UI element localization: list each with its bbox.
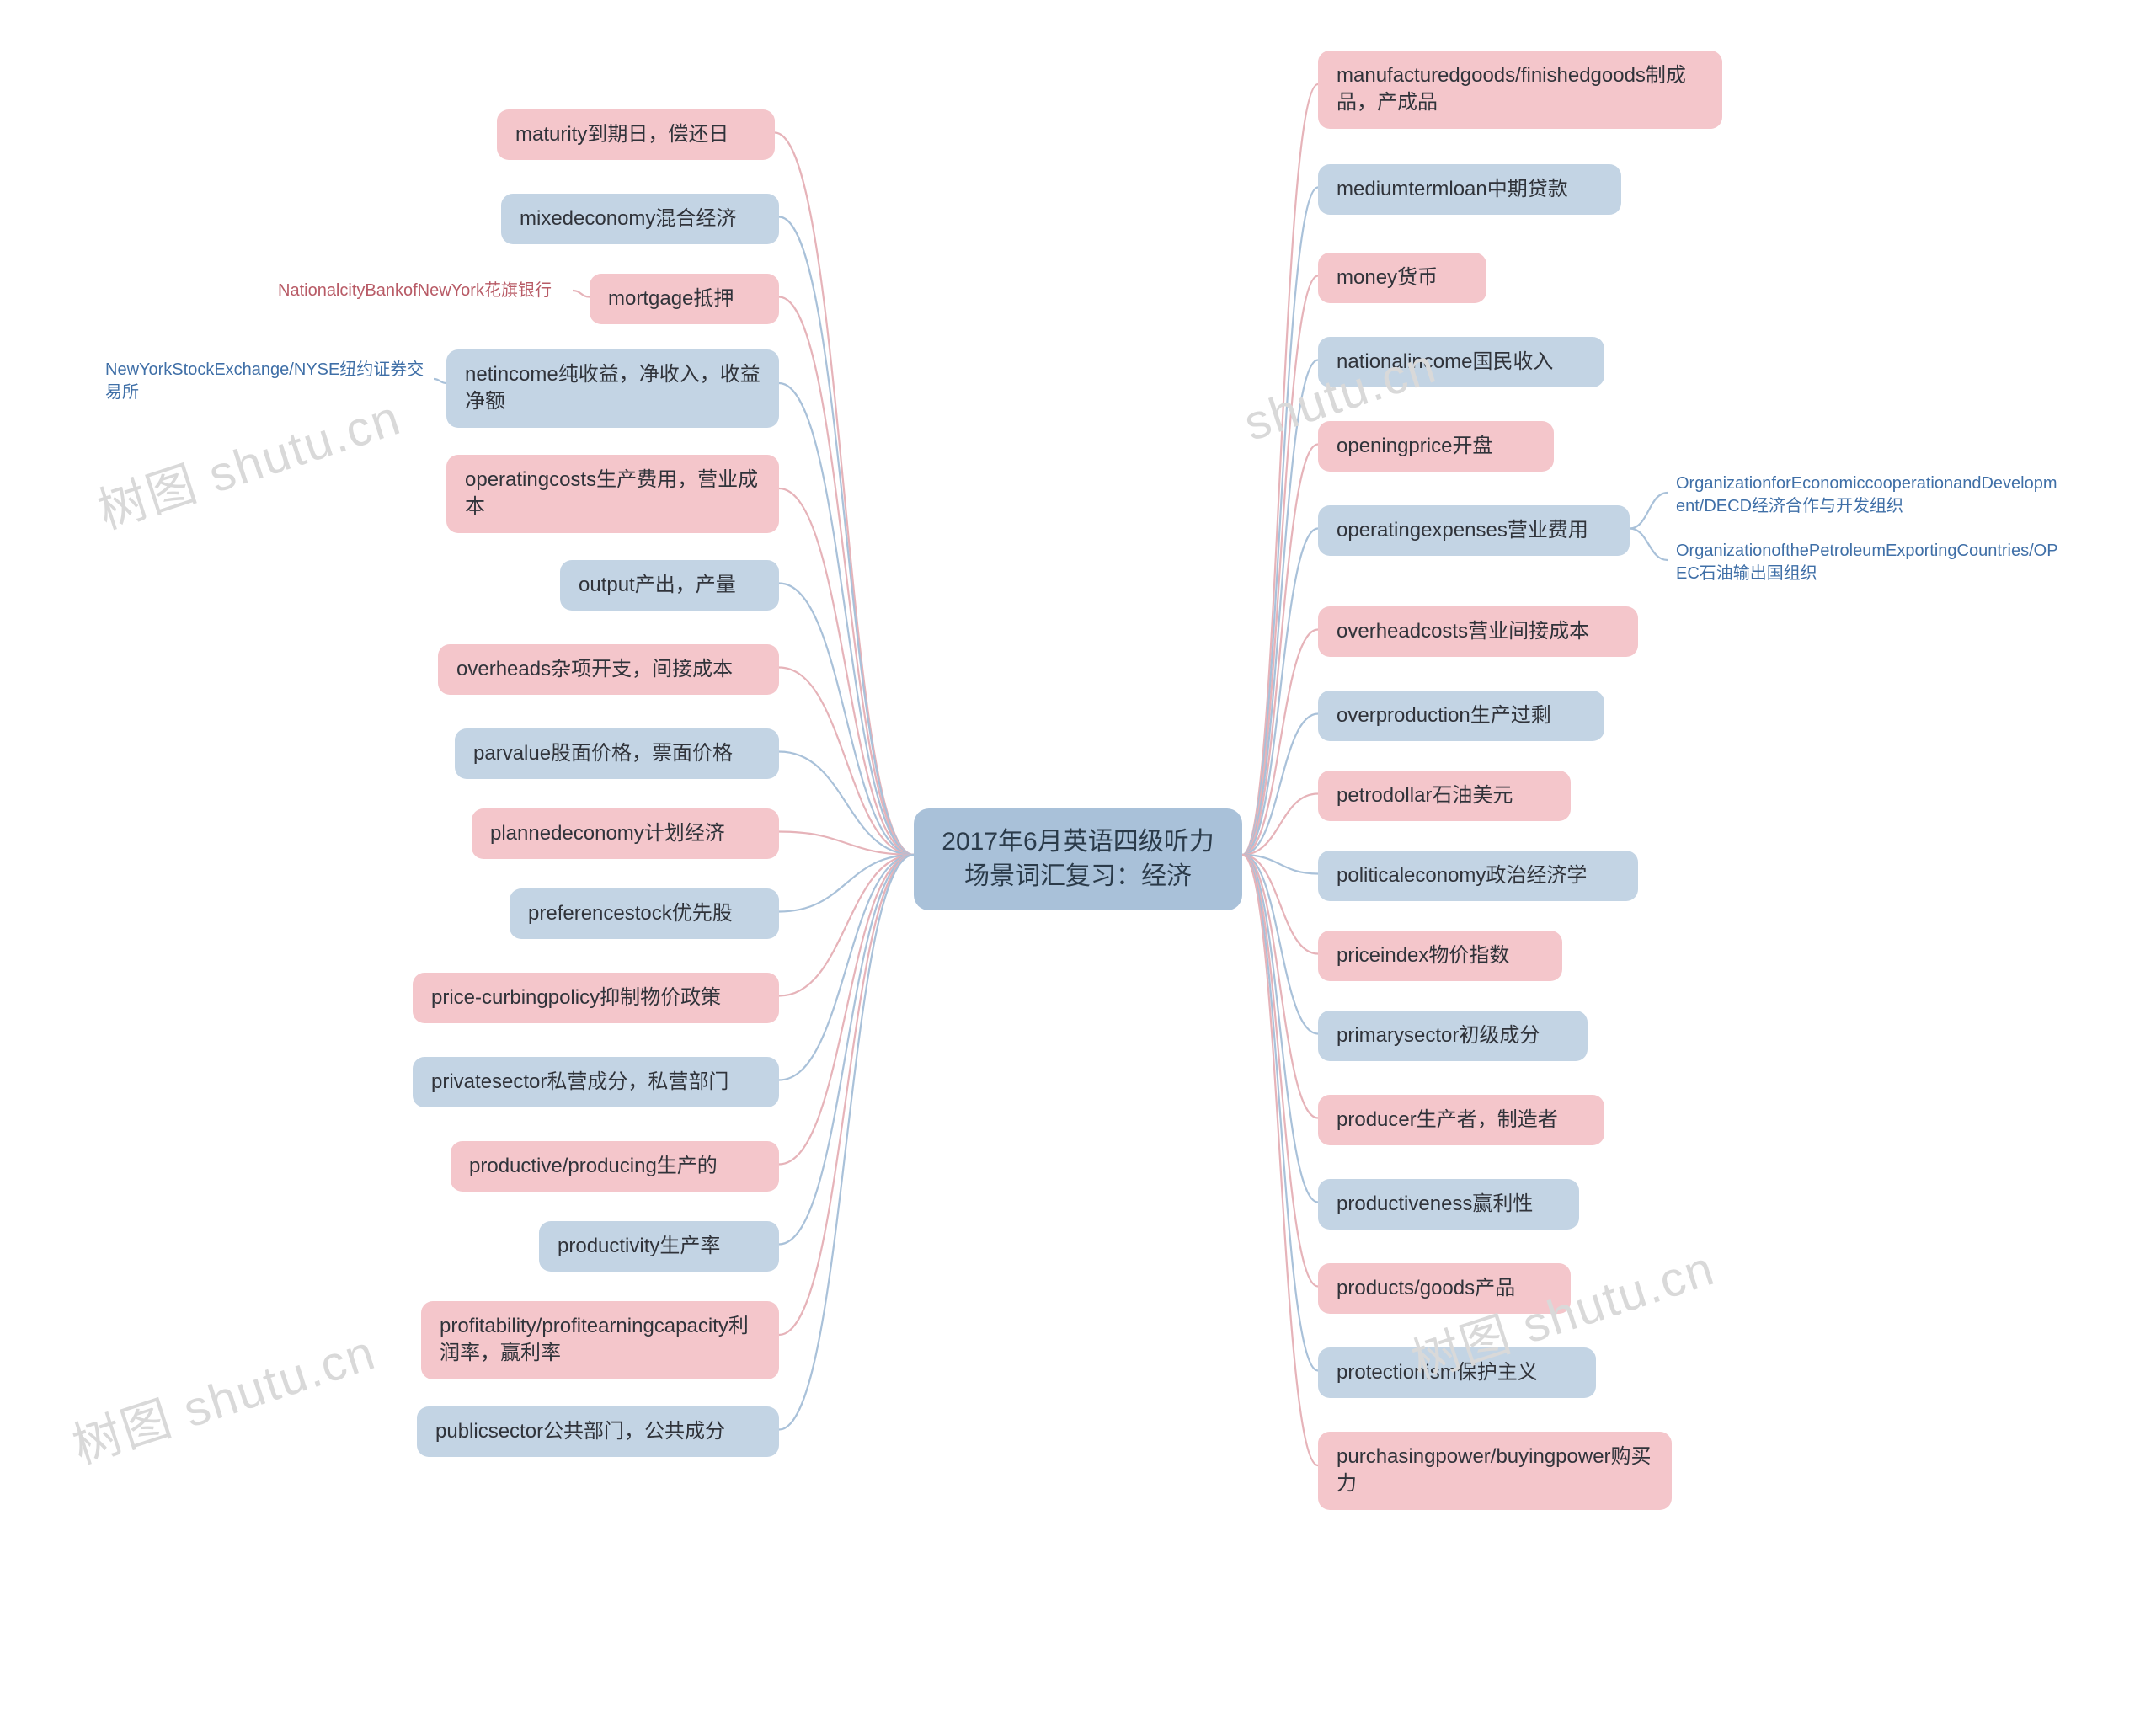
left-node-6-label: output产出，产量 — [579, 572, 736, 599]
left-node-7: overheads杂项开支，间接成本 — [438, 644, 779, 695]
left-node-14-label: productivity生产率 — [558, 1233, 720, 1260]
right-node-17: purchasingpower/buyingpower购买力 — [1318, 1432, 1672, 1510]
right-node-3-label: money货币 — [1337, 264, 1438, 291]
right-node-11: priceindex物价指数 — [1318, 931, 1562, 981]
right-node-16-label: protectionism保护主义 — [1337, 1359, 1538, 1386]
left-node-6: output产出，产量 — [560, 560, 779, 611]
left-node-8-label: parvalue股面价格，票面价格 — [473, 740, 733, 767]
left-node-13-label: productive/producing生产的 — [469, 1153, 718, 1180]
right-node-7: overheadcosts营业间接成本 — [1318, 606, 1638, 657]
right-node-6-label: operatingexpenses营业费用 — [1337, 517, 1588, 544]
right-node-8-label: overproduction生产过剩 — [1337, 702, 1551, 729]
right-node-6-child-2: OrganizationofthePetroleumExportingCount… — [1668, 535, 2072, 590]
right-node-10: politicaleconomy政治经济学 — [1318, 851, 1638, 901]
left-node-4-child-1: NewYorkStockExchange/NYSE纽约证券交易所 — [97, 354, 434, 409]
left-node-13: productive/producing生产的 — [451, 1141, 779, 1192]
left-node-15: profitability/profitearningcapacity利润率，赢… — [421, 1301, 779, 1379]
right-node-9: petrodollar石油美元 — [1318, 771, 1571, 821]
right-node-14-label: productiveness赢利性 — [1337, 1191, 1533, 1218]
left-node-4-label: netincome纯收益，净收入，收益净额 — [465, 361, 760, 416]
left-node-12: privatesector私营成分，私营部门 — [413, 1057, 779, 1107]
right-node-13: producer生产者，制造者 — [1318, 1095, 1604, 1145]
left-node-3-label: mortgage抵押 — [608, 285, 734, 312]
left-node-9-label: plannedeconomy计划经济 — [490, 820, 725, 847]
right-node-1: manufacturedgoods/finishedgoods制成品，产成品 — [1318, 51, 1722, 129]
left-node-7-label: overheads杂项开支，间接成本 — [456, 656, 733, 683]
center-node-label: 2017年6月英语四级听力场景词汇复习：经济 — [939, 825, 1217, 894]
right-node-10-label: politicaleconomy政治经济学 — [1337, 862, 1587, 889]
left-node-8: parvalue股面价格，票面价格 — [455, 728, 779, 779]
right-node-12-label: primarysector初级成分 — [1337, 1022, 1540, 1049]
right-node-6-child-1-label: OrganizationforEconomiccooperationandDev… — [1676, 472, 2063, 518]
left-node-2: mixedeconomy混合经济 — [501, 194, 779, 244]
left-node-3: mortgage抵押 — [590, 274, 779, 324]
left-node-4-child-1-label: NewYorkStockExchange/NYSE纽约证券交易所 — [105, 359, 425, 404]
left-node-10: preferencestock优先股 — [510, 888, 779, 939]
right-node-11-label: priceindex物价指数 — [1337, 942, 1509, 969]
left-node-5: operatingcosts生产费用，营业成本 — [446, 455, 779, 533]
right-node-3: money货币 — [1318, 253, 1486, 303]
right-node-2-label: mediumtermloan中期贷款 — [1337, 176, 1568, 203]
left-node-5-label: operatingcosts生产费用，营业成本 — [465, 467, 760, 521]
left-node-11-label: price-curbingpolicy抑制物价政策 — [431, 984, 721, 1011]
left-node-10-label: preferencestock优先股 — [528, 900, 733, 927]
left-node-12-label: privatesector私营成分，私营部门 — [431, 1069, 728, 1096]
right-node-17-label: purchasingpower/buyingpower购买力 — [1337, 1443, 1653, 1498]
right-node-6: operatingexpenses营业费用 — [1318, 505, 1630, 556]
right-node-16: protectionism保护主义 — [1318, 1347, 1596, 1398]
right-node-5-label: openingprice开盘 — [1337, 433, 1492, 460]
right-node-8: overproduction生产过剩 — [1318, 691, 1604, 741]
right-node-12: primarysector初级成分 — [1318, 1011, 1588, 1061]
right-node-9-label: petrodollar石油美元 — [1337, 782, 1513, 809]
right-node-5: openingprice开盘 — [1318, 421, 1554, 472]
left-node-9: plannedeconomy计划经济 — [472, 808, 779, 859]
right-node-4-label: nationalincome国民收入 — [1337, 349, 1553, 376]
left-node-11: price-curbingpolicy抑制物价政策 — [413, 973, 779, 1023]
left-node-1-label: maturity到期日，偿还日 — [515, 121, 728, 148]
right-node-4: nationalincome国民收入 — [1318, 337, 1604, 387]
right-node-13-label: producer生产者，制造者 — [1337, 1107, 1558, 1134]
right-node-1-label: manufacturedgoods/finishedgoods制成品，产成品 — [1337, 62, 1704, 117]
left-node-2-label: mixedeconomy混合经济 — [520, 205, 736, 232]
right-node-6-child-1: OrganizationforEconomiccooperationandDev… — [1668, 467, 2072, 523]
left-node-15-label: profitability/profitearningcapacity利润率，赢… — [440, 1313, 760, 1368]
left-node-3-child-1: NationalcityBankofNewYork花旗银行 — [270, 274, 573, 307]
left-node-1: maturity到期日，偿还日 — [497, 109, 775, 160]
left-node-14: productivity生产率 — [539, 1221, 779, 1272]
left-node-4: netincome纯收益，净收入，收益净额 — [446, 349, 779, 428]
right-node-14: productiveness赢利性 — [1318, 1179, 1579, 1230]
right-node-6-child-2-label: OrganizationofthePetroleumExportingCount… — [1676, 540, 2063, 585]
left-node-16: publicsector公共部门，公共成分 — [417, 1406, 779, 1457]
right-node-2: mediumtermloan中期贷款 — [1318, 164, 1621, 215]
left-node-16-label: publicsector公共部门，公共成分 — [435, 1418, 725, 1445]
right-node-15: products/goods产品 — [1318, 1263, 1571, 1314]
right-node-15-label: products/goods产品 — [1337, 1275, 1515, 1302]
right-node-7-label: overheadcosts营业间接成本 — [1337, 618, 1589, 645]
center-node: 2017年6月英语四级听力场景词汇复习：经济 — [914, 808, 1242, 910]
left-node-3-child-1-label: NationalcityBankofNewYork花旗银行 — [278, 280, 552, 302]
